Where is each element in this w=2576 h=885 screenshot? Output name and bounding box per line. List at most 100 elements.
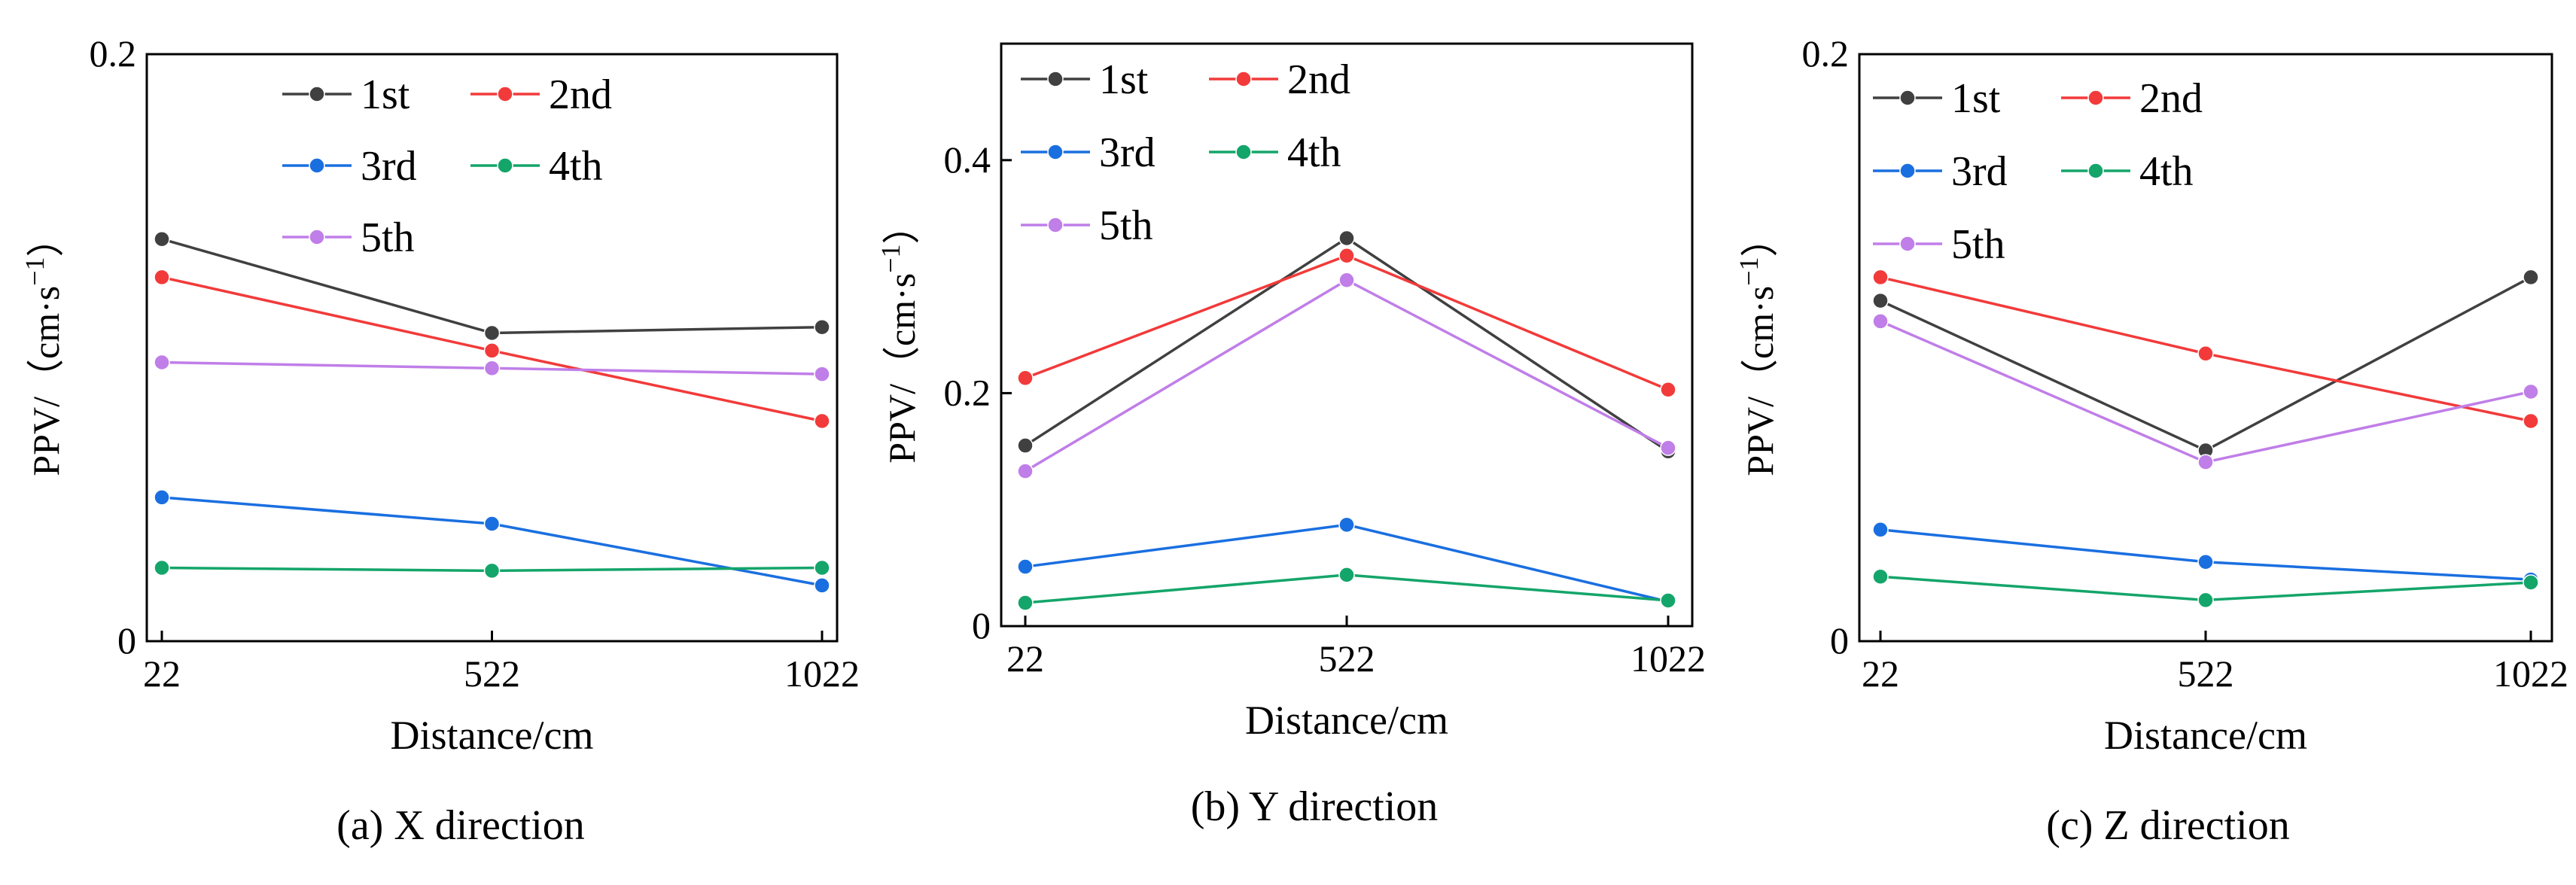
series-1st <box>154 230 830 342</box>
data-point <box>2523 412 2539 430</box>
data-point <box>2523 383 2539 400</box>
legend-marker <box>309 86 325 102</box>
data-point <box>154 354 170 371</box>
data-point <box>483 342 501 359</box>
x-tick-label: 522 <box>1319 637 1375 680</box>
legend: 1st 2nd 3rd 4th 5th <box>282 71 612 261</box>
y-tick-label: 0 <box>1830 619 1849 661</box>
data-point <box>154 489 170 506</box>
series-2nd <box>1872 269 2539 430</box>
series-4th <box>1872 568 2539 609</box>
x-axis-label: Distance/cm <box>391 713 594 758</box>
x-axis-label: Distance/cm <box>2104 713 2307 758</box>
legend-label: 3rd <box>1951 148 2008 195</box>
data-point <box>483 324 501 342</box>
legend-label: 3rd <box>361 143 417 190</box>
data-point <box>483 562 501 579</box>
data-point <box>1660 439 1676 456</box>
data-point <box>1338 247 1355 264</box>
data-point <box>2197 592 2214 609</box>
legend-label: 2nd <box>549 71 612 118</box>
data-point <box>814 412 830 430</box>
data-point <box>154 230 170 248</box>
data-point <box>1872 269 1889 286</box>
data-point <box>814 366 830 382</box>
data-point <box>1872 522 1889 538</box>
data-point <box>1872 313 1889 330</box>
series-1st <box>1872 269 2539 459</box>
data-point <box>154 269 170 286</box>
chart-panel-2: 0 0.2 0.4 22 522 1022 Distance/cm PPV/（cm·s−1） 1… <box>875 42 1706 743</box>
x-tick-label: 1022 <box>1631 637 1706 680</box>
x-tick-label: 22 <box>143 652 181 695</box>
legend-marker <box>1047 217 1064 233</box>
y-tick-label: 0 <box>972 604 991 646</box>
series-line-1st <box>161 238 823 335</box>
series-5th <box>1872 313 2539 470</box>
series-4th <box>154 559 830 579</box>
y-tick-label: 0 <box>117 619 136 661</box>
data-point <box>1338 516 1355 534</box>
legend-marker <box>309 229 325 245</box>
data-point <box>2197 553 2214 570</box>
series-line-5th <box>1025 278 1669 473</box>
series-2nd <box>154 269 830 430</box>
data-point <box>1017 437 1034 454</box>
legend-label: 4th <box>549 143 603 190</box>
y-tick-label: 0.4 <box>944 138 991 181</box>
data-point <box>814 318 830 336</box>
legend-marker <box>309 157 325 174</box>
legend-label: 1st <box>1099 56 1149 103</box>
legend: 1st 2nd 3rd 4th 5th <box>1873 75 2203 268</box>
legend-marker <box>2087 163 2104 179</box>
legend-label: 1st <box>1951 75 2001 122</box>
legend-label: 4th <box>2139 148 2194 195</box>
series-3rd <box>1872 522 2539 588</box>
data-point <box>2197 454 2214 470</box>
legend-marker <box>2087 90 2104 106</box>
legend-label: 3rd <box>1099 129 1156 176</box>
panel-caption: (b) Y direction <box>1191 783 1439 830</box>
series-5th <box>154 354 830 382</box>
x-axis-label: Distance/cm <box>1245 698 1448 743</box>
chart-panel-3: 0 0.2 22 522 1022 Distance/cm PPV/（cm·s−1） 1st 2… <box>1734 32 2568 758</box>
series-4th <box>1017 567 1676 611</box>
x-tick-label: 22 <box>1862 652 1899 695</box>
data-point <box>1660 382 1676 398</box>
legend-marker <box>1235 144 1252 160</box>
x-tick-label: 1022 <box>784 652 860 695</box>
data-point <box>814 559 830 576</box>
y-axis-label: PPV/（cm·s−1） <box>20 219 67 476</box>
legend-marker <box>1235 71 1252 87</box>
legend-marker <box>1047 71 1064 87</box>
legend-label: 2nd <box>1287 56 1350 103</box>
legend-marker <box>1899 90 1916 106</box>
series-3rd <box>154 489 830 594</box>
series-5th <box>1017 272 1676 479</box>
series-1st <box>1017 230 1676 460</box>
data-point <box>1660 592 1676 609</box>
y-axis-label: PPV/（cm·s−1） <box>1734 219 1781 476</box>
legend: 1st 2nd 3rd 4th 5th <box>1021 56 1350 249</box>
panel-caption: (a) X direction <box>336 802 585 849</box>
y-tick-label: 0.2 <box>944 371 991 413</box>
x-tick-label: 1022 <box>2493 652 2568 695</box>
legend-marker <box>1899 236 1916 252</box>
legend-marker <box>1899 163 1916 179</box>
data-point <box>1017 595 1034 611</box>
legend-label: 5th <box>361 214 415 261</box>
data-point <box>154 559 170 576</box>
legend-label: 4th <box>1287 129 1341 176</box>
y-tick-label: 0.2 <box>1802 32 1850 75</box>
legend-label: 2nd <box>2139 75 2203 122</box>
x-tick-label: 522 <box>2178 652 2234 695</box>
series-line-5th <box>1880 320 2532 464</box>
panel-caption: (c) Z direction <box>2046 802 2289 849</box>
data-point <box>2523 574 2539 591</box>
chart-panel-1: 0 0.2 22 522 1022 Distance/cm PPV/（cm·s−1） 1st 2… <box>20 32 860 758</box>
x-tick-label: 522 <box>464 652 520 695</box>
legend-label: 1st <box>361 71 410 118</box>
data-point <box>1338 567 1355 583</box>
data-point <box>1872 292 1889 309</box>
